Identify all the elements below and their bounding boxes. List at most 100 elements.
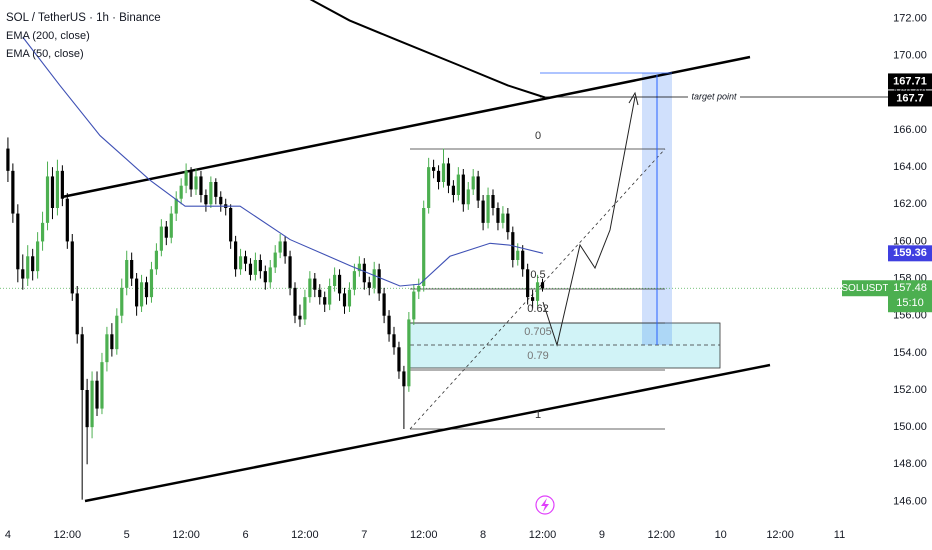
chart-title: SOL / TetherUS · 1h · Binance <box>6 12 161 24</box>
candle-body <box>149 269 154 298</box>
candle-body <box>535 282 540 301</box>
candle-body <box>273 252 277 268</box>
candle-body <box>199 176 203 195</box>
candle-body <box>318 289 322 298</box>
candle-body <box>333 274 337 286</box>
candle-body <box>323 297 327 305</box>
candle-body <box>352 271 357 290</box>
fib-label: 0 <box>535 130 541 142</box>
ema-line <box>22 36 544 287</box>
candle-body <box>451 185 456 195</box>
candle-body <box>238 256 243 270</box>
candle-body <box>432 167 436 171</box>
candle-body <box>130 260 134 279</box>
candle-body <box>461 174 465 205</box>
candle-body <box>441 163 446 182</box>
candle-body <box>125 260 129 288</box>
x-tick-label: 12:00 <box>410 529 438 541</box>
zone-box <box>409 322 721 369</box>
candle-body <box>70 241 74 294</box>
candle-body <box>372 269 376 288</box>
candle-body <box>298 315 302 320</box>
y-tick-label: 162.00 <box>893 198 927 210</box>
candle-body <box>427 167 431 208</box>
y-tick-label: 164.00 <box>893 161 927 173</box>
candle-body <box>144 282 149 298</box>
candle-body <box>135 278 139 307</box>
x-tick-label: 12:00 <box>648 529 676 541</box>
x-tick-label: 12:00 <box>529 529 557 541</box>
price-badge <box>888 245 932 262</box>
symbol-label: SOLUSDT <box>841 283 888 294</box>
y-tick-label: 166.00 <box>893 124 927 136</box>
price-badge-label: 167.71 <box>893 75 927 87</box>
candle-body <box>214 182 218 197</box>
candle-body <box>115 315 119 350</box>
last-price-badge <box>888 280 932 313</box>
candle-body <box>531 297 535 301</box>
candle-body <box>21 269 25 279</box>
x-tick-label: 11 <box>834 529 845 541</box>
candle-body <box>194 176 198 190</box>
y-tick-label: 150.00 <box>893 421 927 433</box>
candle-body <box>31 256 35 272</box>
symbol-badge <box>842 280 888 297</box>
candle-body <box>476 176 480 201</box>
candle-body <box>95 380 99 409</box>
y-tick-label: 146.00 <box>893 495 927 507</box>
candle-body <box>496 208 500 223</box>
candle-body <box>293 287 297 316</box>
candle-body <box>278 241 282 253</box>
channel-upper <box>61 55 751 199</box>
candle-body <box>367 282 371 288</box>
candle-body <box>234 241 238 270</box>
last-price-label: 157.48 <box>893 282 927 294</box>
y-tick-label: 148.00 <box>893 458 927 470</box>
candle-body <box>16 213 20 270</box>
candle-body <box>397 347 401 372</box>
y-tick-label: 170.00 <box>893 50 927 62</box>
legend-entry: EMA (200, close) <box>6 30 90 42</box>
candle-body <box>6 148 10 171</box>
arrow-head <box>628 91 639 106</box>
candle-body <box>481 200 485 223</box>
candle-body <box>337 274 342 294</box>
candle-body <box>26 256 30 279</box>
candle-body <box>313 278 317 290</box>
candle-body <box>377 269 381 294</box>
candle-body <box>55 170 60 208</box>
x-tick-label: 12:00 <box>54 529 82 541</box>
candle-body <box>466 189 470 205</box>
y-tick-label: 172.00 <box>893 12 927 24</box>
candle-body <box>45 176 50 223</box>
candle-body <box>486 195 490 223</box>
countdown-label: 15:10 <box>896 297 924 309</box>
y-tick-label: 154.00 <box>893 347 927 359</box>
candle-body <box>258 260 262 272</box>
candle-body <box>521 250 525 270</box>
candle-body <box>436 170 441 182</box>
candle-body <box>308 278 312 298</box>
candle-body <box>491 195 495 208</box>
candle-body <box>268 267 272 283</box>
candle-body <box>526 269 530 298</box>
x-tick-label: 4 <box>5 529 11 541</box>
candle-body <box>382 293 386 316</box>
path-arrow <box>542 96 636 347</box>
candle-body <box>456 174 460 195</box>
candle-body <box>501 213 505 223</box>
candle-body <box>75 293 79 335</box>
candle-body <box>229 208 233 242</box>
fib-label: 0.5 <box>530 269 545 281</box>
y-tick-label: 160.00 <box>893 235 927 247</box>
candle-body <box>189 170 193 190</box>
candle-body <box>120 287 124 316</box>
candle-body <box>357 263 361 272</box>
candle-body <box>105 334 109 363</box>
candle-body <box>159 226 163 251</box>
price-badge <box>888 73 932 90</box>
candle-body <box>80 334 84 390</box>
candle-body <box>347 289 352 307</box>
candle-body <box>248 263 253 275</box>
candle-body <box>412 291 416 320</box>
